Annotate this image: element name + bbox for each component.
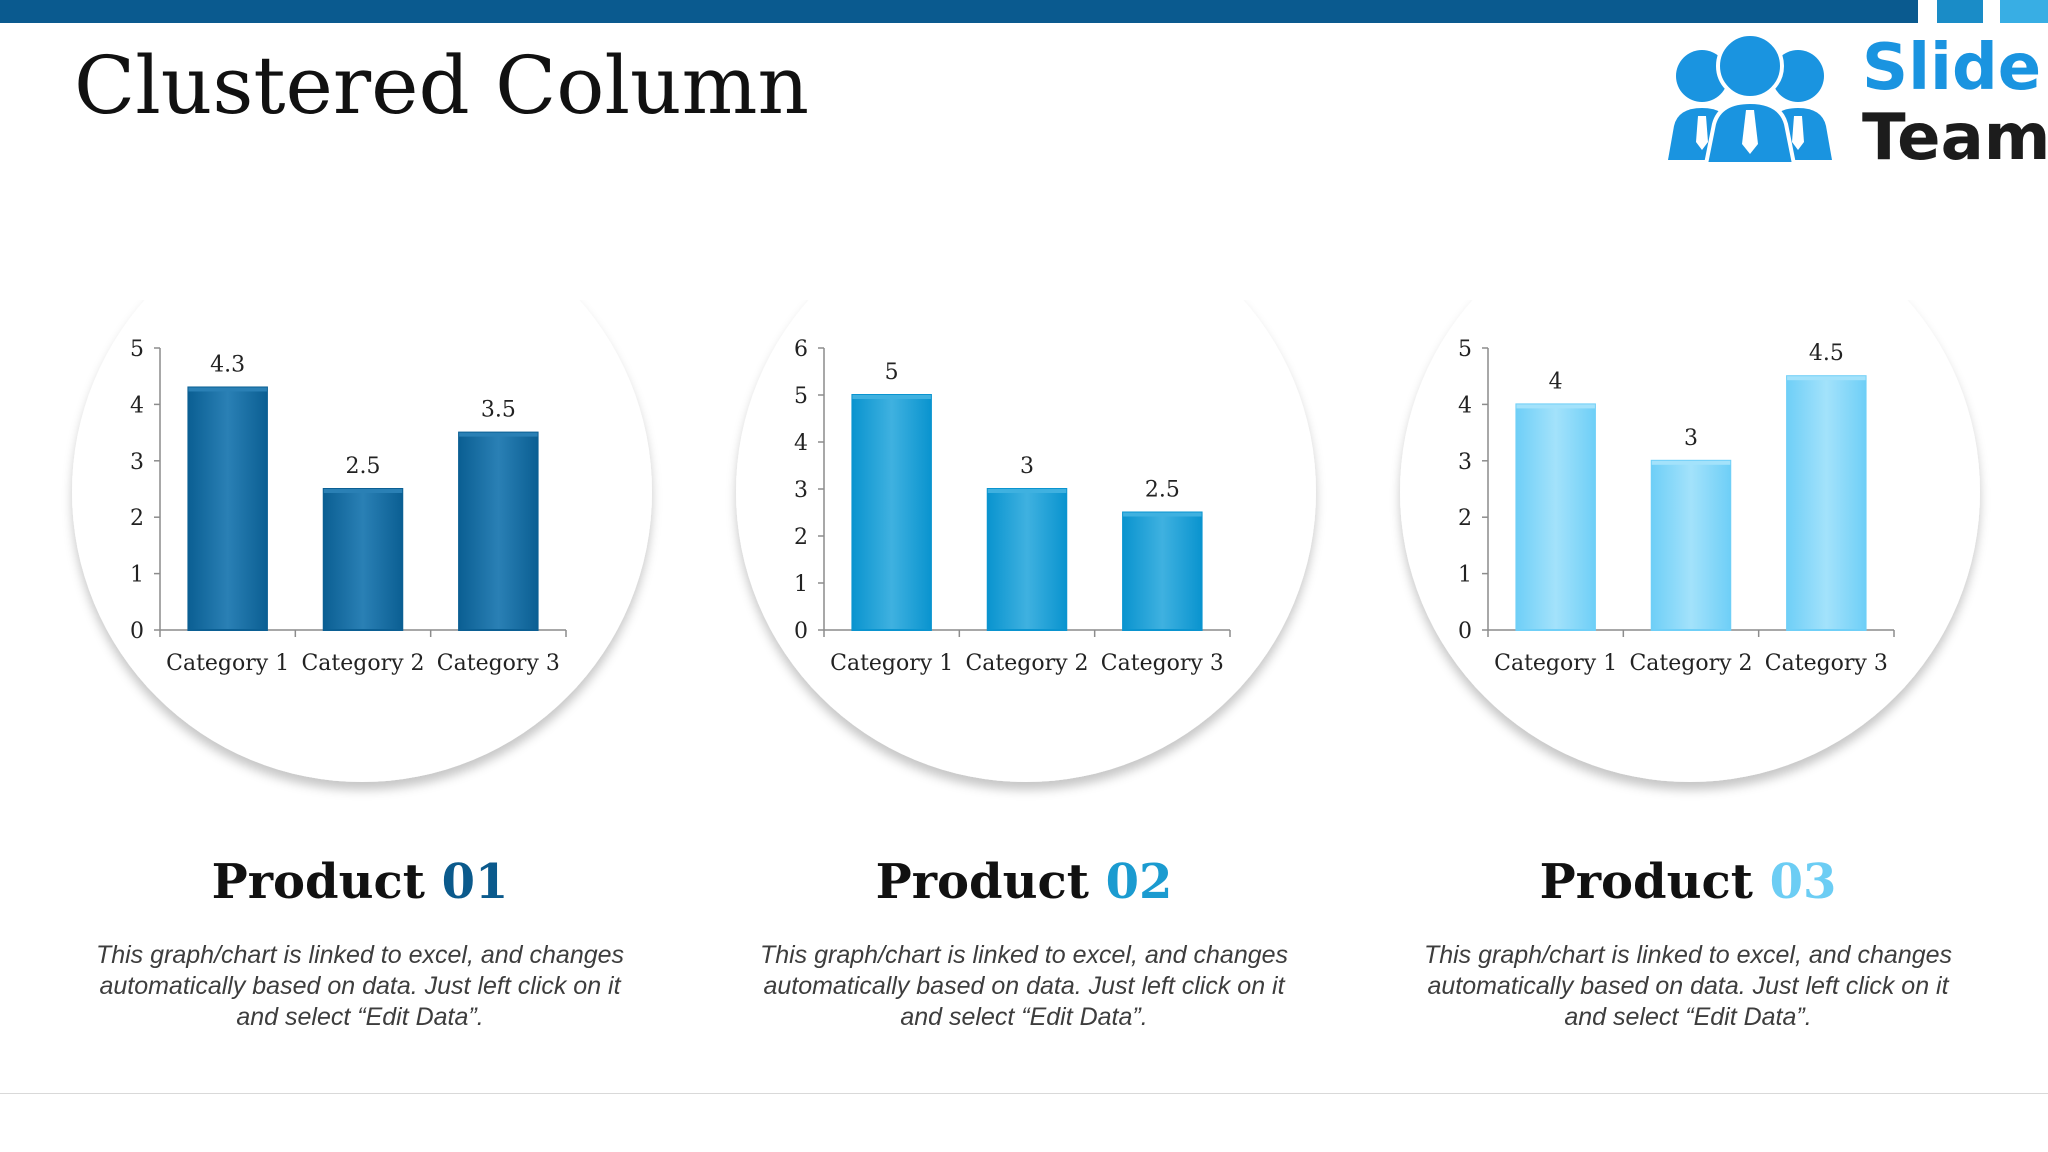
y-tick-label: 5: [794, 384, 808, 409]
product-title-word: Product: [875, 854, 1089, 910]
x-tick-label: Category 2: [1629, 651, 1752, 676]
bar[interactable]: [851, 394, 932, 631]
y-tick-label: 6: [794, 337, 808, 362]
data-label: 5: [885, 360, 899, 385]
bar-bevel: [1787, 376, 1866, 381]
column-chart-product-02[interactable]: 0 1 2 3 4 5 6 5 Category 1 3 Category 2 2.5 Category…: [692, 300, 1356, 820]
product-title-word: Product: [211, 854, 425, 910]
y-tick-label: 0: [794, 619, 808, 644]
x-tick-label: Category 1: [830, 651, 953, 676]
bar-bevel: [323, 489, 403, 493]
product-description: This graph/chart is linked to excel, and…: [759, 941, 1289, 1031]
product-title-number: 02: [1105, 854, 1173, 910]
x-tick-label: Category 1: [166, 651, 289, 676]
data-label: 3: [1684, 426, 1698, 451]
data-label: 3: [1020, 454, 1034, 479]
team-people-icon: [1668, 32, 1832, 166]
bar[interactable]: [187, 386, 268, 632]
product-panel-3: 0 1 2 3 4 5 4 Category 1 3 Category 2 4.5 Category …: [1356, 300, 2020, 1100]
y-tick-label: 4: [1458, 393, 1472, 418]
bottom-divider: [0, 1093, 2048, 1094]
data-label: 4.5: [1809, 341, 1844, 366]
data-label: 2.5: [346, 454, 381, 479]
logo-text-slide: Slide: [1862, 31, 2042, 105]
y-tick-label: 2: [1458, 506, 1472, 531]
product-title-number: 01: [441, 854, 509, 910]
data-label: 3.5: [481, 398, 516, 423]
bar[interactable]: [1786, 375, 1867, 631]
bar-bevel: [1516, 404, 1595, 409]
top-accent-square: [1937, 0, 1983, 23]
product-title-word: Product: [1539, 854, 1753, 910]
product-title: Product 03: [1356, 852, 2020, 912]
x-tick-label: Category 1: [1494, 651, 1617, 676]
bar-bevel: [852, 395, 931, 399]
y-tick-label: 1: [794, 572, 808, 597]
column-chart-product-01[interactable]: 0 1 2 3 4 5 4.3 Category 1 2.5 Category 2 3.5 Categ…: [28, 300, 692, 820]
product-title: Product 01: [28, 852, 692, 912]
y-tick-label: 1: [130, 563, 144, 588]
data-label: 4: [1549, 369, 1563, 394]
page-title: Clustered Column: [74, 39, 809, 132]
product-panel-1: 0 1 2 3 4 5 4.3 Category 1 2.5 Category 2 3.5 Categ…: [28, 300, 692, 1100]
y-tick-label: 4: [130, 393, 144, 418]
bar[interactable]: [1650, 459, 1732, 631]
product-title: Product 02: [692, 852, 1356, 912]
top-accent-square: [2000, 0, 2048, 23]
product-title-number: 03: [1769, 854, 1837, 910]
bar-bevel: [459, 432, 538, 437]
slideteam-logo: Slide Team: [1660, 28, 2048, 175]
y-tick-label: 3: [130, 450, 144, 475]
y-tick-label: 1: [1458, 563, 1472, 588]
product-description: This graph/chart is linked to excel, and…: [1423, 941, 1953, 1031]
bar-bevel: [1123, 512, 1202, 517]
column-chart-product-03[interactable]: 0 1 2 3 4 5 4 Category 1 3 Category 2 4.5 Category …: [1356, 300, 2020, 820]
data-label: 4.3: [210, 352, 245, 377]
data-label: 2.5: [1145, 478, 1180, 503]
y-tick-label: 3: [794, 478, 808, 503]
x-tick-label: Category 3: [1101, 651, 1224, 676]
bar[interactable]: [1515, 403, 1596, 632]
y-tick-label: 0: [1458, 619, 1472, 644]
top-accent-bar: [0, 0, 1918, 23]
logo-text-team: Team: [1862, 101, 2048, 175]
x-tick-label: Category 3: [437, 651, 560, 676]
y-tick-label: 3: [1458, 450, 1472, 475]
bar[interactable]: [986, 488, 1068, 631]
x-tick-label: Category 2: [301, 651, 424, 676]
y-tick-label: 4: [794, 431, 808, 456]
bar-bevel: [987, 489, 1067, 493]
y-tick-label: 2: [794, 525, 808, 550]
bar[interactable]: [458, 431, 539, 631]
bar[interactable]: [1122, 511, 1203, 631]
x-tick-label: Category 3: [1765, 651, 1888, 676]
y-tick-label: 5: [1458, 337, 1472, 362]
y-tick-label: 2: [130, 506, 144, 531]
bar-bevel: [188, 387, 267, 392]
product-description: This graph/chart is linked to excel, and…: [95, 941, 625, 1031]
y-tick-label: 5: [130, 337, 144, 362]
x-tick-label: Category 2: [965, 651, 1088, 676]
bar[interactable]: [322, 488, 404, 631]
bar-bevel: [1651, 460, 1731, 465]
product-panel-2: 0 1 2 3 4 5 6 5 Category 1 3 Category 2 2.5 Category…: [692, 300, 1356, 1100]
y-tick-label: 0: [130, 619, 144, 644]
